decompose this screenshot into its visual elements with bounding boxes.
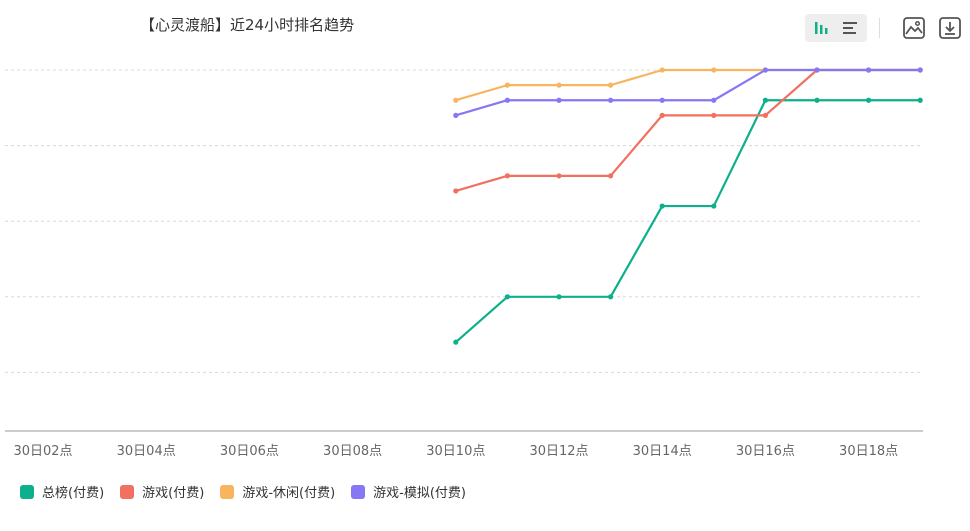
data-point bbox=[453, 188, 459, 194]
data-point bbox=[917, 67, 923, 73]
data-point bbox=[866, 67, 872, 73]
data-point bbox=[762, 97, 769, 103]
legend-swatch bbox=[120, 484, 135, 499]
data-point bbox=[556, 173, 562, 179]
x-tick-label: 30日04点 bbox=[117, 444, 176, 459]
data-point bbox=[556, 294, 562, 300]
legend-item-3[interactable]: 游戏-模拟(付费) bbox=[351, 482, 466, 501]
download-icon bbox=[939, 17, 961, 39]
data-point bbox=[608, 82, 614, 88]
data-point bbox=[556, 82, 562, 88]
data-point bbox=[762, 67, 769, 73]
download-button[interactable] bbox=[936, 14, 964, 42]
data-point bbox=[866, 97, 872, 103]
data-point bbox=[608, 97, 614, 103]
x-tick-label: 30日18点 bbox=[839, 444, 898, 459]
data-point bbox=[453, 112, 459, 118]
series-line-0 bbox=[455, 99, 921, 343]
line-chart: 30日02点 30日04点 30日06点 30日08点 30日10点 30日12点 30日1… bbox=[5, 67, 923, 459]
chart-legend: 总榜(付费) 游戏(付费) 游戏-休闲(付费) 游戏-模拟(付费) bbox=[20, 482, 466, 501]
legend-item-2[interactable]: 游戏-休闲(付费) bbox=[220, 482, 335, 501]
x-tick-label: 30日02点 bbox=[13, 444, 72, 459]
data-point bbox=[453, 97, 459, 103]
image-download-icon bbox=[903, 17, 925, 39]
data-point bbox=[711, 203, 717, 209]
data-point bbox=[453, 339, 459, 345]
data-point bbox=[814, 67, 820, 73]
x-tick-label: 30日14点 bbox=[633, 444, 692, 459]
series-line-2 bbox=[455, 68, 921, 102]
x-tick-label: 30日12点 bbox=[529, 444, 588, 459]
data-point bbox=[659, 112, 665, 118]
data-point bbox=[504, 97, 510, 103]
data-point bbox=[711, 67, 717, 73]
data-point bbox=[504, 82, 510, 88]
legend-label: 总榜(付费) bbox=[42, 486, 105, 501]
data-point bbox=[608, 173, 614, 179]
legend-label: 游戏(付费) bbox=[142, 486, 205, 501]
legend-swatch bbox=[351, 484, 366, 499]
x-tick-label: 30日10点 bbox=[426, 444, 485, 459]
legend-label: 游戏-休闲(付费) bbox=[242, 486, 336, 501]
data-point bbox=[504, 173, 510, 179]
x-tick-label: 30日06点 bbox=[220, 444, 279, 459]
line-chart-icon bbox=[815, 22, 828, 34]
series-line-1 bbox=[455, 68, 921, 193]
bar-list-button[interactable] bbox=[838, 16, 862, 40]
legend-item-1[interactable]: 游戏(付费) bbox=[120, 482, 204, 501]
toolbar-separator bbox=[879, 18, 880, 38]
data-point bbox=[659, 97, 665, 103]
data-point bbox=[608, 294, 614, 300]
data-point bbox=[917, 97, 923, 103]
save-image-button[interactable] bbox=[900, 14, 928, 42]
chart-title: 【心灵渡船】近24小时排名趋势 bbox=[140, 16, 355, 34]
bar-list-icon bbox=[843, 22, 857, 34]
data-point bbox=[711, 97, 717, 103]
legend-swatch bbox=[20, 484, 34, 499]
line-chart-button[interactable] bbox=[810, 16, 834, 40]
data-point bbox=[659, 67, 665, 73]
data-point bbox=[814, 97, 820, 103]
chart-toolbar bbox=[805, 12, 964, 44]
data-point bbox=[504, 294, 510, 300]
data-point bbox=[659, 203, 665, 209]
x-tick-label: 30日16点 bbox=[736, 444, 795, 459]
data-point bbox=[711, 112, 717, 118]
legend-label: 游戏-模拟(付费) bbox=[373, 486, 466, 501]
x-tick-label: 30日08点 bbox=[323, 444, 382, 459]
data-point bbox=[762, 112, 769, 118]
legend-item-0[interactable]: 总榜(付费) bbox=[20, 482, 104, 501]
chart-type-toggle bbox=[805, 14, 867, 42]
legend-swatch bbox=[220, 484, 235, 499]
data-point bbox=[556, 97, 562, 103]
series-line-3 bbox=[455, 68, 921, 117]
